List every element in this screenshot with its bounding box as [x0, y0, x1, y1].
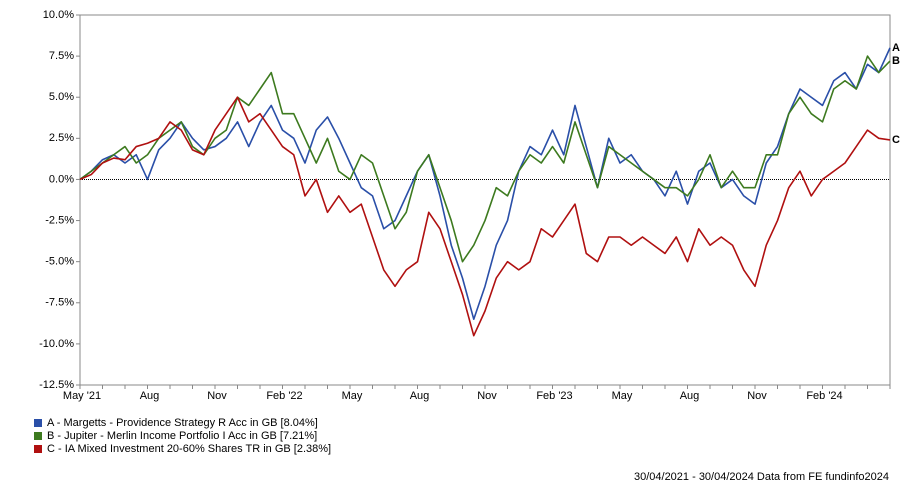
legend-swatch	[34, 419, 42, 427]
x-tick-label: May '21	[63, 390, 101, 402]
series-line	[79, 47, 891, 321]
legend-label: C - IA Mixed Investment 20-60% Shares TR…	[47, 443, 331, 455]
x-tick-label: Feb '24	[806, 390, 842, 402]
y-tick-label: 10.0%	[43, 9, 74, 21]
y-tick-label: -5.0%	[45, 256, 74, 268]
legend-label: B - Jupiter - Merlin Income Portfolio I …	[47, 430, 317, 442]
end-label: C	[892, 134, 900, 146]
y-tick-label: -12.5%	[39, 379, 74, 391]
legend-swatch	[34, 432, 42, 440]
y-tick-label: 0.0%	[49, 173, 74, 185]
x-tick-label: Nov	[747, 390, 767, 402]
y-tick-label: -7.5%	[45, 297, 74, 309]
x-tick-label: Aug	[680, 390, 700, 402]
end-label: A	[892, 42, 900, 54]
x-tick-label: May	[342, 390, 363, 402]
x-tick-label: Nov	[207, 390, 227, 402]
legend-label: A - Margetts - Providence Strategy R Acc…	[47, 417, 318, 429]
x-tick-label: May	[612, 390, 633, 402]
x-tick-label: Nov	[477, 390, 497, 402]
end-label: B	[892, 55, 900, 67]
x-tick-label: Aug	[140, 390, 160, 402]
y-tick-label: -2.5%	[45, 214, 74, 226]
x-tick-label: Aug	[410, 390, 430, 402]
y-tick-label: -10.0%	[39, 338, 74, 350]
x-tick-label: Feb '23	[536, 390, 572, 402]
x-tick-label: Feb '22	[266, 390, 302, 402]
footer: 30/04/2021 - 30/04/2024 Data from FE fun…	[634, 471, 889, 483]
y-tick-label: 2.5%	[49, 132, 74, 144]
legend-swatch	[34, 445, 42, 453]
series-line	[79, 55, 891, 263]
series-line	[79, 96, 891, 337]
y-tick-label: 5.0%	[49, 91, 74, 103]
plot-frame	[79, 14, 891, 386]
y-tick-label: 7.5%	[49, 50, 74, 62]
